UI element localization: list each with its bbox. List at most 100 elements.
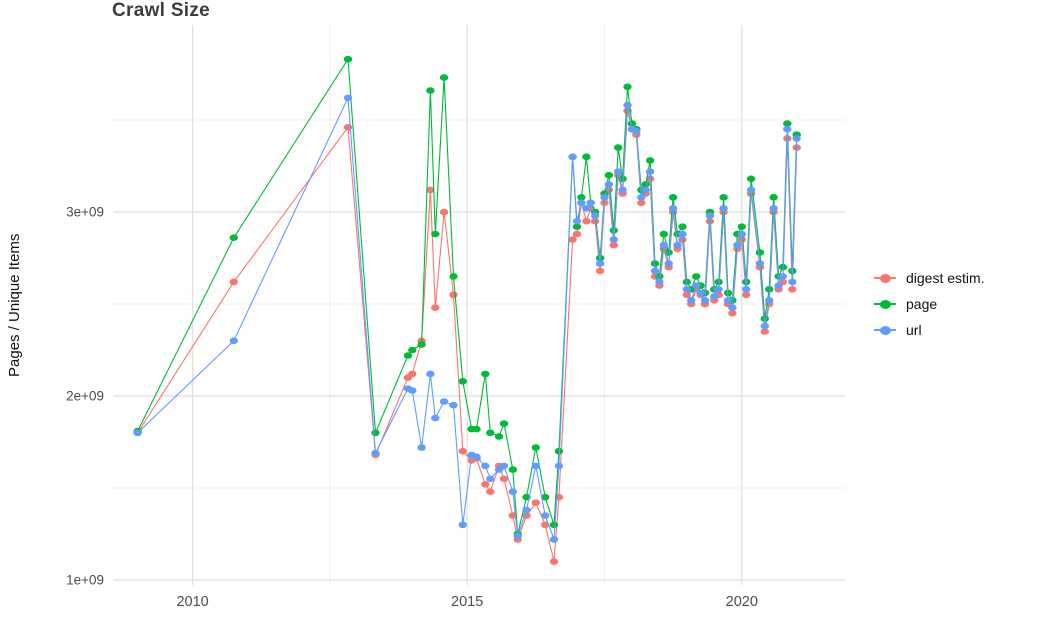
legend: digest estim. page url [874,270,985,338]
x-tick-label: 2020 [726,594,758,610]
data-point [632,127,641,135]
data-point [458,378,467,385]
data-point [600,194,609,201]
y-tick-label: 3e+09 [66,204,104,219]
data-point [728,304,737,312]
data-point [595,267,605,275]
data-point [472,425,481,433]
data-point [343,55,353,63]
data-point [431,414,440,422]
data-point [692,282,701,289]
data-point [549,521,559,529]
data-point [788,278,797,286]
data-point [508,466,517,473]
data-point [577,199,586,207]
data-point [645,157,655,164]
series-url [133,94,801,543]
data-point [609,227,618,234]
axis-labels: 1e+09 2e+09 3e+09 2010 2015 2020 [66,204,758,610]
x-tick-label: 2015 [451,594,483,610]
legend-dot-url-icon [880,326,891,335]
data-point [531,444,540,451]
data-point [499,462,509,470]
data-point [541,512,550,519]
data-point [371,449,380,457]
data-point [678,230,687,238]
legend-dot-page-icon [880,300,891,309]
data-point [668,194,678,201]
data-point [499,475,509,483]
data-point [765,297,774,304]
data-point [568,153,577,161]
data-point [439,398,449,405]
data-point [742,291,751,299]
data-point [737,223,746,230]
data-point [637,194,646,201]
legend-item-page: page [874,296,985,312]
data-point [531,462,540,470]
data-point [403,352,413,359]
data-point [449,401,458,409]
data-point [604,181,614,188]
data-point [609,241,618,249]
data-point [728,309,737,317]
legend-item-url: url [874,322,985,338]
data-point [431,304,440,312]
data-point [522,506,531,514]
data-point [595,260,605,267]
data-point [742,286,751,293]
data-point [513,532,522,540]
data-point [678,223,687,230]
data-point [582,153,591,161]
data-point [582,217,591,225]
data-point [481,462,490,470]
data-point [719,205,728,212]
data-point [760,328,769,335]
data-point [774,282,783,289]
y-tick-label: 2e+09 [66,389,104,404]
data-point [499,420,509,427]
data-point [494,433,504,440]
data-point [755,249,765,256]
data-point [668,205,678,212]
data-point [673,241,682,249]
data-point [481,481,490,488]
data-point [439,74,449,81]
data-point [554,447,564,455]
data-point [577,194,586,201]
data-point [417,444,426,451]
data-point [645,168,655,175]
data-point [572,230,582,238]
data-point [641,186,650,194]
data-point [549,558,559,565]
data-point [486,429,495,437]
data-point [604,171,614,179]
data-point [431,230,440,238]
data-point [655,278,664,286]
data-point [343,94,353,102]
legend-item-digest: digest estim. [874,270,985,286]
data-point [696,289,705,297]
data-point [769,194,778,201]
data-point [792,135,801,142]
data-point [623,101,632,109]
data-point [568,236,577,243]
data-point [417,341,426,348]
data-point [590,212,600,219]
data-point [458,447,467,455]
data-point [733,241,742,249]
data-point [586,199,595,207]
data-point [723,297,733,304]
data-point [458,521,467,529]
legend-key-digest-icon [874,271,896,285]
data-point [472,453,481,461]
data-point [650,267,660,275]
data-point [486,488,495,496]
data-point [755,260,765,267]
data-point [572,217,582,225]
data-point [554,462,564,470]
data-point [692,273,701,280]
data-point [439,208,449,216]
